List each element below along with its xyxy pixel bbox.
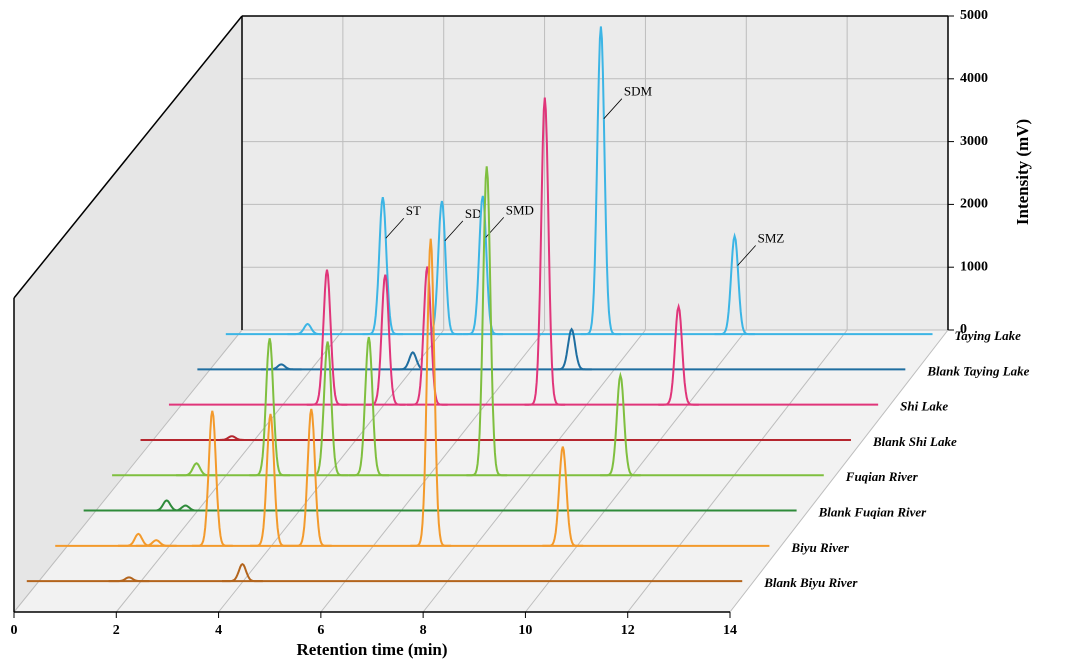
peak bbox=[658, 302, 699, 406]
series-label: Blank Fuqian River bbox=[818, 505, 928, 520]
peak bbox=[462, 195, 503, 336]
peak bbox=[551, 327, 592, 371]
peak bbox=[306, 269, 348, 406]
peak bbox=[362, 197, 403, 336]
z-tick-label: 5000 bbox=[960, 8, 988, 23]
peak-label: SD bbox=[465, 206, 482, 221]
peak bbox=[287, 322, 328, 336]
peak bbox=[410, 238, 452, 547]
peak bbox=[211, 435, 253, 441]
x-tick-label: 12 bbox=[621, 623, 635, 638]
peak bbox=[118, 532, 159, 547]
peak bbox=[542, 446, 584, 547]
grid-line bbox=[525, 329, 747, 613]
leader-line bbox=[385, 217, 405, 239]
z-tick-label: 3000 bbox=[960, 134, 988, 149]
peak bbox=[307, 341, 348, 477]
series-label: Taying Lake bbox=[955, 328, 1022, 343]
back-wall bbox=[242, 16, 948, 330]
z-tick-label: 0 bbox=[960, 322, 967, 337]
x-tick-label: 8 bbox=[420, 623, 427, 638]
leader-line bbox=[737, 245, 756, 266]
peak bbox=[135, 539, 177, 547]
x-tick-label: 4 bbox=[215, 623, 222, 638]
peak bbox=[580, 26, 622, 336]
x-tick-label: 2 bbox=[113, 623, 120, 638]
peak-label: SMZ bbox=[758, 230, 785, 245]
series-label: Blank Taying Lake bbox=[926, 363, 1029, 378]
series-label: Fuqian River bbox=[845, 469, 919, 484]
peak-label: ST bbox=[406, 203, 421, 218]
box-edges bbox=[13, 15, 949, 613]
edge bbox=[13, 15, 243, 299]
peak bbox=[290, 408, 332, 547]
grid-line bbox=[115, 329, 344, 613]
peak bbox=[176, 462, 217, 477]
peak bbox=[108, 576, 150, 583]
peak bbox=[348, 336, 390, 477]
peak-label: SDM bbox=[624, 84, 653, 99]
x-axis-label: Retention time (min) bbox=[296, 640, 447, 659]
grid-line bbox=[320, 329, 545, 613]
peak bbox=[249, 338, 290, 477]
x-tick-label: 6 bbox=[317, 623, 324, 638]
peak bbox=[165, 504, 206, 512]
floor bbox=[14, 330, 948, 612]
grid-line bbox=[422, 329, 646, 613]
peak bbox=[466, 166, 508, 477]
peak bbox=[600, 371, 641, 477]
x-tick-label: 14 bbox=[723, 623, 737, 638]
z-tick-label: 1000 bbox=[960, 259, 988, 274]
grid-line bbox=[627, 329, 848, 613]
peak bbox=[407, 266, 448, 406]
peak bbox=[250, 413, 291, 547]
peak bbox=[191, 410, 233, 547]
series-label: Blank Biyu River bbox=[763, 575, 858, 590]
peak bbox=[365, 274, 406, 406]
peak bbox=[524, 97, 566, 406]
z-tick-label: 4000 bbox=[960, 71, 988, 86]
x-tick-label: 0 bbox=[11, 623, 18, 638]
z-axis-label: Intensity (mV) bbox=[1013, 119, 1032, 225]
left-wall bbox=[14, 16, 242, 612]
z-tick-label: 2000 bbox=[960, 197, 988, 212]
series-label: Blank Shi Lake bbox=[872, 434, 957, 449]
peak bbox=[714, 232, 755, 336]
peak bbox=[222, 563, 263, 583]
grid-line bbox=[13, 329, 243, 613]
series-label: Biyu River bbox=[790, 540, 849, 555]
leader-line bbox=[444, 220, 464, 242]
grid-line bbox=[729, 329, 949, 613]
plot: ST SD SMD SDM SMZ Taying Lake Blank Taying Lak… bbox=[26, 26, 1030, 590]
grid-line bbox=[218, 329, 445, 613]
series-label: Shi Lake bbox=[900, 399, 948, 414]
x-tick-label: 10 bbox=[518, 623, 532, 638]
leader-line bbox=[603, 98, 623, 119]
peak-label: SMD bbox=[506, 202, 534, 217]
peak bbox=[146, 499, 187, 512]
